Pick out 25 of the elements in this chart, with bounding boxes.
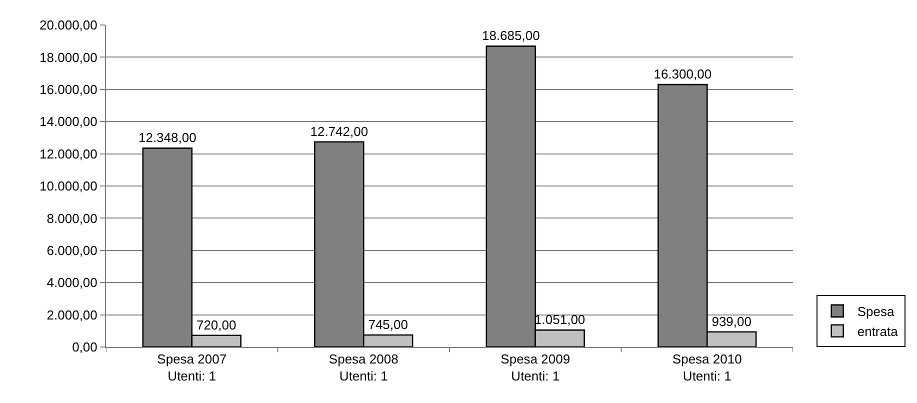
y-tick-label: 20.000,00 [40, 18, 98, 33]
data-label: 745,00 [368, 317, 408, 332]
y-tick-label: 16.000,00 [40, 82, 98, 97]
data-label: 1.051,00 [534, 312, 586, 328]
x-tick-label: Spesa 2010 Utenti: 1 [672, 352, 742, 384]
y-tick-label: 18.000,00 [40, 50, 98, 65]
y-tick-label: 12.000,00 [40, 146, 98, 162]
x-tick-label: Spesa 2009 Utenti: 1 [500, 352, 570, 384]
y-tick-label: 8.000,00 [46, 210, 98, 226]
data-label: 16.300,00 [654, 66, 712, 82]
data-label: 939,00 [712, 314, 752, 329]
y-tick-label: 6.000,00 [46, 242, 98, 258]
x-tick-label: Spesa 2008 Utenti: 1 [328, 352, 398, 384]
y-tick-label: 10.000,00 [40, 178, 98, 194]
y-tick-label: 4.000,00 [46, 275, 98, 290]
y-tick-label: 2.000,00 [46, 307, 98, 322]
data-label: 18.685,00 [482, 28, 540, 44]
data-label: 720,00 [196, 317, 236, 332]
legend-label: Spesa [857, 304, 895, 320]
y-tick-label: 14.000,00 [40, 114, 98, 130]
data-label: 12.742,00 [310, 124, 368, 139]
legend-label: entrata [857, 324, 899, 339]
x-tick-label: Spesa 2007 Utenti: 1 [157, 352, 227, 384]
y-tick-label: 0,00 [72, 340, 98, 355]
data-label: 12.348,00 [138, 130, 196, 146]
